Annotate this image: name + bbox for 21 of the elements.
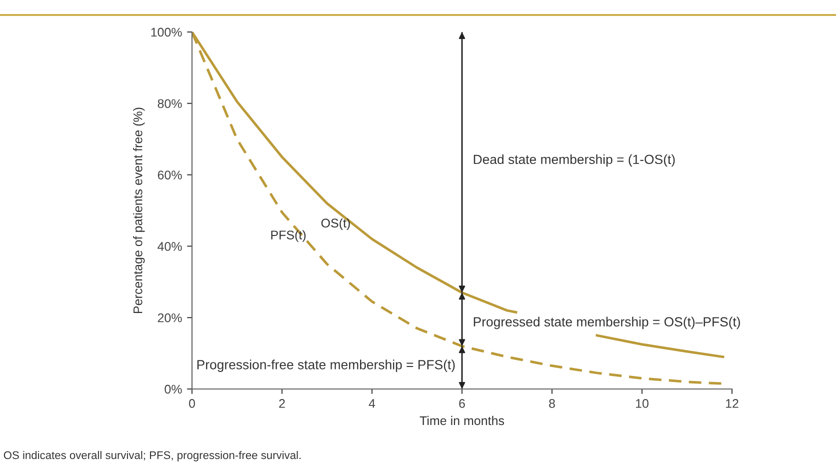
text: OS indicates overall survival; PFS, progression-free survival.: [4, 450, 301, 462]
x-axis-title: Time in months: [420, 416, 504, 426]
y-tick-label: 40%: [158, 242, 182, 251]
y-tick-label: 100%: [151, 28, 182, 37]
y-tick-label: 0%: [164, 384, 182, 394]
x-tick-label: 6: [459, 399, 465, 408]
series-label: OS(t): [321, 218, 350, 230]
y-tick-label: 20%: [158, 313, 182, 322]
annotation: Progression-free state membership = PFS(t): [197, 360, 455, 372]
x-tick-label: 0: [189, 399, 195, 408]
x-tick-label: 12: [726, 399, 738, 408]
y-tick-label: 60%: [158, 170, 182, 180]
y-axis-title: Percentage of patients event free (%): [133, 108, 145, 313]
annotation: Progressed state membership = OS(t)–PFS(t): [474, 316, 740, 330]
x-tick-label: 10: [636, 399, 648, 408]
x-tick-label: 2: [279, 399, 285, 408]
annotation: Dead state membership = (1-OS(t): [474, 154, 675, 167]
y-tick-label: 80%: [158, 99, 182, 108]
series-label: PFS(t): [271, 230, 306, 242]
x-tick-label: 8: [549, 399, 555, 408]
x-tick-label: 4: [368, 399, 376, 408]
